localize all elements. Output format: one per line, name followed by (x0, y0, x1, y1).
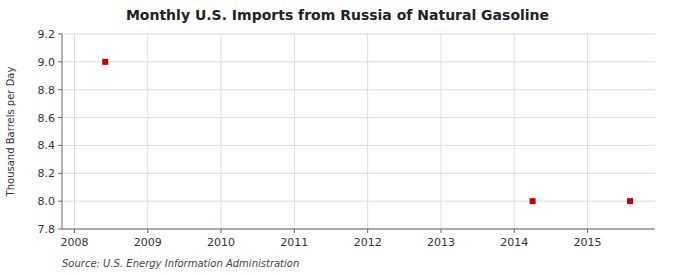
x-tick-label: 2012 (354, 236, 382, 249)
y-tick-label: 9.0 (38, 56, 56, 69)
y-tick (58, 117, 62, 118)
y-grid-line (62, 201, 655, 202)
x-grid-line (587, 34, 588, 229)
y-tick (58, 173, 62, 174)
y-axis-label: Thousand Barrels per Day (5, 67, 16, 198)
chart-container: Monthly U.S. Imports from Russia of Natu… (0, 0, 675, 275)
x-tick (367, 229, 368, 233)
x-tick (147, 229, 148, 233)
y-grid-line (62, 34, 655, 35)
y-grid-line (62, 145, 655, 146)
x-tick-label: 2010 (207, 236, 235, 249)
y-tick (58, 61, 62, 62)
page: {"chart_data": {"type": "scatter", "titl… (0, 0, 675, 275)
point (627, 198, 633, 204)
y-tick-label: 9.2 (38, 28, 56, 41)
chart-svg: Monthly U.S. Imports from Russia of Natu… (0, 0, 675, 275)
x-tick (514, 229, 515, 233)
x-grid-line (147, 34, 148, 229)
x-tick-label: 2014 (500, 236, 528, 249)
x-grid-line (440, 34, 441, 229)
grid (62, 34, 655, 229)
x-tick (587, 229, 588, 233)
y-tick (58, 201, 62, 202)
x-axis-line (62, 229, 655, 230)
y-grid-line (62, 229, 655, 230)
x-tick-label: 2008 (60, 236, 88, 249)
y-tick (58, 89, 62, 90)
x-tick-label: 2009 (134, 236, 162, 249)
y-tick (58, 34, 62, 35)
point (102, 59, 108, 65)
x-tick (221, 229, 222, 233)
y-tick-label: 7.8 (38, 223, 56, 236)
y-grid-line (62, 61, 655, 62)
y-tick (58, 229, 62, 230)
y-tick-label: 8.8 (38, 84, 56, 97)
x-grid-line (294, 34, 295, 229)
y-grid-line (62, 173, 655, 174)
points (102, 59, 633, 204)
x-tick-label: 2011 (280, 236, 308, 249)
y-tick-label: 8.0 (38, 195, 56, 208)
x-tick (294, 229, 295, 233)
x-grid-line (74, 34, 75, 229)
source-note: Source: U.S. Energy Information Administ… (62, 258, 299, 269)
x-tick (440, 229, 441, 233)
y-tick-label: 8.2 (38, 167, 56, 180)
x-tick-label: 2013 (427, 236, 455, 249)
x-grid-line (367, 34, 368, 229)
y-tick-label: 8.6 (38, 112, 56, 125)
x-grid-line (221, 34, 222, 229)
point (530, 198, 536, 204)
y-axis-line (62, 34, 63, 229)
title: Monthly U.S. Imports from Russia of Natu… (126, 7, 549, 23)
axes: 7.8 8.0 8.2 8.4 8.6 8.8 9.0 9.2 2008 2009 2010 2011… (38, 28, 656, 249)
y-tick-label: 8.4 (38, 139, 56, 152)
x-tick (74, 229, 75, 233)
x-tick-label: 2015 (574, 236, 602, 249)
x-grid-line (514, 34, 515, 229)
y-grid-line (62, 117, 655, 118)
y-tick (58, 145, 62, 146)
y-grid-line (62, 89, 655, 90)
